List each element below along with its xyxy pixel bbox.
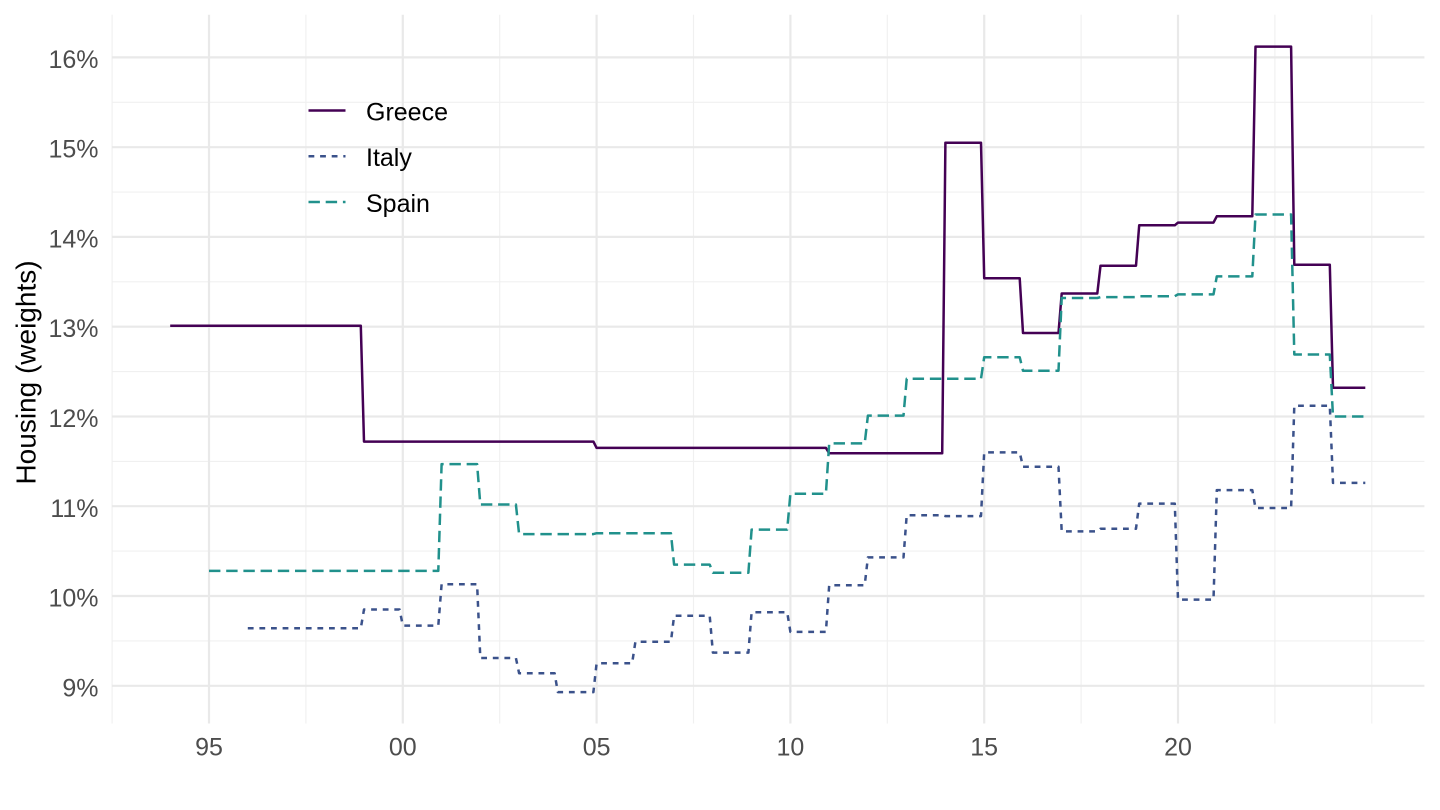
svg-text:9%: 9% — [62, 674, 98, 702]
svg-text:10: 10 — [776, 734, 804, 762]
svg-text:10%: 10% — [48, 585, 98, 613]
svg-text:05: 05 — [583, 734, 611, 762]
svg-text:13%: 13% — [48, 315, 98, 343]
svg-text:15%: 15% — [48, 136, 98, 164]
svg-text:20: 20 — [1164, 734, 1192, 762]
svg-text:Greece: Greece — [366, 98, 448, 126]
svg-text:11%: 11% — [50, 495, 98, 523]
svg-text:Spain: Spain — [366, 190, 430, 218]
svg-text:Housing (weights): Housing (weights) — [11, 260, 42, 484]
svg-text:12%: 12% — [48, 405, 98, 433]
svg-text:14%: 14% — [48, 225, 98, 253]
svg-text:15: 15 — [970, 734, 998, 762]
svg-text:95: 95 — [195, 734, 223, 762]
svg-text:16%: 16% — [48, 46, 98, 74]
svg-text:Italy: Italy — [366, 144, 412, 172]
svg-text:00: 00 — [389, 734, 417, 762]
